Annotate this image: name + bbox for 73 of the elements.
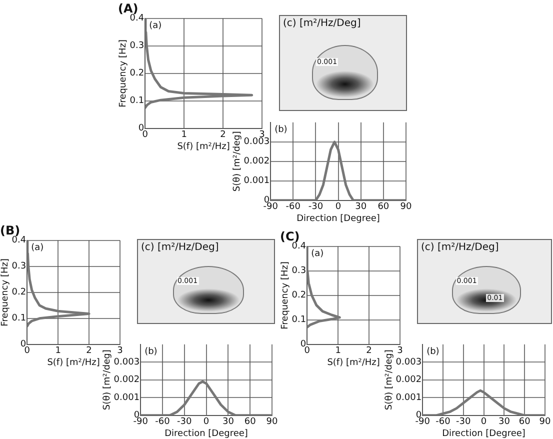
y-axis-title: Frequency [Hz] [118, 39, 129, 108]
y-tick-label: 0.001 [114, 392, 140, 403]
y-tick-label: 0.003 [396, 357, 422, 368]
x-tick-label: 0 [203, 417, 210, 428]
y-tick-label: 0.2 [130, 68, 144, 79]
text: (c) [m²/Hz/Deg] [421, 242, 499, 253]
x-tick-label: -60 [436, 417, 451, 428]
y-tick-label: 0.3 [12, 262, 26, 272]
x-tick-label: 2 [86, 346, 92, 356]
y-tick-label: 0.002 [244, 156, 270, 167]
x-tick-label: -30 [456, 417, 471, 428]
x-tick-label: 30 [498, 417, 510, 428]
annotation: (a) [31, 243, 44, 254]
annotation: (a) [311, 249, 324, 260]
y-tick-label: 0.003 [114, 357, 140, 368]
x-tick-label: 90 [400, 202, 412, 212]
x-tick-label: 90 [539, 417, 551, 428]
x-tick-label: -90 [133, 417, 148, 428]
x-tick-label: 2 [220, 130, 226, 140]
x-tick-label: 30 [355, 202, 367, 212]
x-tick-label: -30 [177, 417, 192, 428]
chart-title: (C) [280, 229, 300, 244]
y-axis-title: S(θ) [m²/deg] [384, 350, 395, 410]
x-tick-label: 30 [222, 417, 234, 428]
x-tick-label: 60 [244, 417, 256, 428]
x-tick-label: 60 [378, 202, 390, 212]
y-tick-label: 0.2 [12, 288, 26, 298]
x-axis-title: S(f) [m²/Hz] [177, 142, 230, 152]
chart-title: (B) [0, 223, 20, 238]
annotation: (b) [274, 125, 288, 136]
x-tick-label: 90 [266, 417, 278, 428]
y-tick-label: 0.2 [292, 290, 306, 301]
annotation: (a) [149, 21, 162, 32]
x-axis-title: Direction [Degree] [442, 428, 526, 439]
chart-title: (A) [118, 1, 138, 16]
y-tick-label: 0.4 [12, 236, 26, 246]
x-tick-label: 1 [55, 346, 61, 356]
y-tick-label: 0.1 [130, 96, 144, 106]
x-tick-label: 1 [181, 130, 187, 140]
y-tick-label: 0.002 [396, 375, 422, 386]
x-tick-label: 0 [480, 417, 487, 428]
annotation: (b) [144, 347, 158, 358]
x-axis-title: Direction [Degree] [296, 214, 380, 224]
text: (c) [m²/Hz/Deg] [283, 18, 361, 29]
x-tick-label: 3 [117, 346, 123, 356]
y-tick-label: 0.001 [396, 392, 422, 403]
y-tick-label: 0.3 [292, 266, 306, 276]
x-tick-label: -90 [415, 417, 430, 428]
x-tick-label: 1 [335, 346, 341, 356]
y-tick-label: 0.1 [292, 315, 306, 326]
x-tick-label: -60 [286, 202, 301, 212]
y-tick-label: 0.1 [12, 314, 26, 324]
y-tick-label: 0.001 [244, 176, 270, 186]
y-tick-label: 0.3 [130, 41, 144, 52]
x-tick-label: -30 [308, 202, 324, 212]
x-tick-label: 60 [518, 417, 531, 428]
x-tick-label: -60 [155, 417, 170, 428]
y-tick-label: 0.4 [130, 14, 144, 24]
x-axis-title: S(f) [m²/Hz] [327, 358, 380, 368]
x-tick-label: -90 [263, 202, 278, 212]
y-tick-label: 0.4 [292, 242, 306, 252]
x-tick-label: 3 [397, 346, 403, 356]
x-tick-label: 2 [366, 346, 372, 356]
x-axis-title: Direction [Degree] [164, 428, 248, 439]
x-axis-title: S(f) [m²/Hz] [47, 358, 100, 368]
y-axis-title: S(θ) [m²/deg] [232, 131, 243, 192]
y-axis-title: S(θ) [m²/deg] [102, 350, 113, 410]
y-axis-title: Frequency [Hz] [0, 258, 11, 326]
text: (c) [m²/Hz/Deg] [141, 242, 219, 253]
y-axis-title: Frequency [Hz] [280, 261, 291, 330]
y-tick-label: 0.002 [114, 375, 140, 386]
x-tick-label: 0 [335, 202, 342, 212]
annotation: (b) [426, 347, 440, 358]
